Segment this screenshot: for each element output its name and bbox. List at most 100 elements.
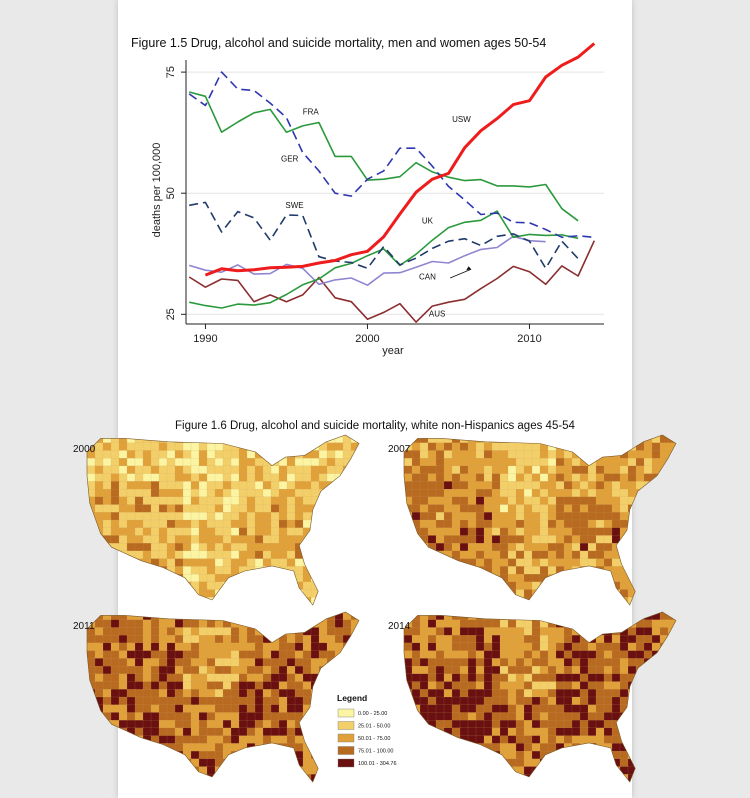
county-cell bbox=[270, 704, 280, 714]
county-cell bbox=[238, 496, 248, 506]
county-cell bbox=[563, 735, 573, 745]
county-cell bbox=[555, 735, 565, 745]
county-cell bbox=[627, 489, 637, 498]
county-cell bbox=[667, 597, 676, 605]
county-cell bbox=[198, 481, 208, 490]
county-cell bbox=[102, 650, 112, 660]
county-cell bbox=[531, 481, 541, 490]
county-cell bbox=[547, 720, 557, 729]
county-cell bbox=[539, 496, 549, 506]
county-cell bbox=[603, 535, 613, 544]
county-cell bbox=[174, 650, 184, 660]
county-cell bbox=[270, 696, 280, 706]
county-cell bbox=[611, 650, 621, 660]
county-cell bbox=[222, 650, 232, 660]
county-cell bbox=[411, 704, 421, 714]
y-tick-label: 25 bbox=[165, 308, 177, 320]
county-cell bbox=[126, 735, 136, 745]
county-cell bbox=[499, 666, 509, 675]
county-cell bbox=[158, 635, 168, 644]
county-cell bbox=[443, 720, 453, 729]
county-cell bbox=[507, 673, 517, 683]
county-cell bbox=[142, 720, 152, 729]
county-cell bbox=[254, 458, 264, 467]
county-cell bbox=[87, 735, 96, 745]
county-cell bbox=[651, 696, 661, 706]
county-cell bbox=[94, 566, 104, 575]
county-cell bbox=[278, 627, 288, 636]
county-cell bbox=[451, 758, 461, 768]
county-cell bbox=[286, 597, 296, 605]
county-cell bbox=[459, 589, 469, 598]
county-cell bbox=[499, 465, 509, 475]
county-cell bbox=[190, 435, 200, 444]
county-cell bbox=[174, 720, 184, 729]
county-cell bbox=[222, 666, 232, 675]
county-cell bbox=[419, 535, 429, 544]
county-cell bbox=[451, 666, 461, 675]
county-cell bbox=[547, 435, 557, 444]
county-cell bbox=[563, 727, 573, 737]
county-cell bbox=[499, 689, 509, 698]
county-cell bbox=[635, 543, 645, 552]
county-cell bbox=[435, 727, 445, 737]
county-cell bbox=[411, 619, 421, 629]
county-cell bbox=[595, 589, 605, 598]
county-cell bbox=[627, 696, 637, 706]
county-cell bbox=[659, 681, 669, 690]
county-cell bbox=[134, 489, 144, 498]
county-cell bbox=[579, 735, 589, 745]
county-cell bbox=[166, 735, 176, 745]
county-cell bbox=[427, 435, 437, 444]
county-cell bbox=[667, 635, 676, 644]
county-cell bbox=[174, 689, 184, 698]
county-cell bbox=[627, 481, 637, 490]
county-cell bbox=[342, 658, 352, 667]
county-cell bbox=[459, 696, 469, 706]
county-cell bbox=[467, 450, 477, 459]
county-cell bbox=[350, 574, 359, 583]
county-cell bbox=[270, 535, 280, 544]
county-cell bbox=[110, 435, 120, 444]
county-cell bbox=[238, 458, 248, 467]
county-cell bbox=[419, 735, 429, 745]
county-cell bbox=[118, 743, 128, 752]
county-cell bbox=[587, 512, 597, 521]
county-cell bbox=[174, 465, 184, 475]
county-cell bbox=[294, 619, 304, 629]
county-cell bbox=[286, 619, 296, 629]
county-cell bbox=[278, 519, 288, 529]
county-cell bbox=[222, 504, 232, 513]
county-cell bbox=[515, 512, 525, 521]
series-line-aus bbox=[188, 240, 596, 323]
county-cell bbox=[595, 766, 605, 775]
county-cell bbox=[531, 519, 541, 529]
county-cell bbox=[404, 458, 413, 467]
county-cell bbox=[278, 758, 288, 768]
county-cell bbox=[286, 550, 296, 560]
county-cell bbox=[110, 589, 120, 598]
county-cell bbox=[134, 673, 144, 683]
county-cell bbox=[491, 489, 501, 498]
county-cell bbox=[643, 666, 653, 675]
county-cell bbox=[667, 735, 676, 745]
county-cell bbox=[222, 673, 232, 683]
county-cell bbox=[294, 704, 304, 714]
county-cell bbox=[483, 574, 493, 583]
county-cell bbox=[547, 535, 557, 544]
county-cell bbox=[246, 589, 256, 598]
county-cell bbox=[246, 465, 256, 475]
county-cell bbox=[651, 666, 661, 675]
county-cell bbox=[150, 442, 160, 452]
county-cell bbox=[507, 743, 517, 752]
county-cell bbox=[150, 473, 160, 483]
county-cell bbox=[435, 458, 445, 467]
county-cell bbox=[547, 696, 557, 706]
county-cell bbox=[571, 481, 581, 490]
county-cell bbox=[286, 612, 296, 621]
county-cell bbox=[611, 435, 621, 444]
county-cell bbox=[286, 666, 296, 675]
county-cell bbox=[404, 774, 413, 782]
county-cell bbox=[419, 712, 429, 721]
county-cell bbox=[238, 481, 248, 490]
